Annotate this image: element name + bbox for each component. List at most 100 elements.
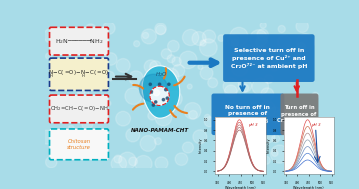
- FancyBboxPatch shape: [50, 95, 108, 123]
- Circle shape: [150, 87, 169, 105]
- Circle shape: [240, 84, 248, 92]
- Circle shape: [253, 134, 260, 140]
- Circle shape: [242, 45, 257, 59]
- Circle shape: [225, 157, 234, 166]
- Circle shape: [60, 106, 67, 112]
- Circle shape: [312, 92, 318, 99]
- Circle shape: [232, 60, 248, 76]
- Circle shape: [165, 88, 167, 91]
- Circle shape: [228, 35, 239, 46]
- Circle shape: [189, 111, 197, 119]
- Circle shape: [79, 87, 89, 97]
- Text: pH 3: pH 3: [248, 123, 258, 127]
- Circle shape: [140, 136, 156, 151]
- Circle shape: [202, 30, 216, 43]
- Circle shape: [119, 152, 136, 169]
- Circle shape: [125, 88, 142, 105]
- Circle shape: [193, 130, 207, 144]
- Circle shape: [155, 23, 166, 34]
- Circle shape: [280, 54, 285, 59]
- Circle shape: [250, 139, 256, 145]
- Circle shape: [256, 46, 267, 57]
- Circle shape: [144, 60, 158, 73]
- Circle shape: [95, 61, 108, 74]
- Circle shape: [252, 109, 264, 121]
- Circle shape: [114, 155, 122, 163]
- Circle shape: [257, 29, 269, 40]
- Circle shape: [230, 27, 248, 46]
- Circle shape: [231, 39, 238, 47]
- Circle shape: [166, 97, 168, 99]
- Circle shape: [66, 149, 77, 160]
- Circle shape: [278, 35, 291, 48]
- Circle shape: [155, 157, 168, 170]
- Circle shape: [272, 135, 280, 143]
- Circle shape: [85, 37, 90, 42]
- Text: NANO-PAMAM-CHT: NANO-PAMAM-CHT: [131, 128, 188, 133]
- Circle shape: [260, 101, 275, 117]
- Circle shape: [158, 83, 161, 85]
- Circle shape: [204, 117, 214, 127]
- Circle shape: [86, 101, 103, 118]
- Circle shape: [144, 87, 151, 95]
- Circle shape: [92, 60, 107, 76]
- Circle shape: [116, 59, 130, 72]
- Circle shape: [77, 88, 85, 96]
- Circle shape: [44, 29, 59, 43]
- Text: Chitosan
structure: Chitosan structure: [67, 139, 91, 150]
- Circle shape: [167, 55, 175, 63]
- Circle shape: [103, 22, 115, 34]
- Circle shape: [87, 140, 102, 155]
- Circle shape: [200, 40, 206, 46]
- Circle shape: [218, 35, 225, 41]
- Circle shape: [265, 75, 273, 83]
- Circle shape: [56, 154, 62, 160]
- Circle shape: [313, 145, 328, 160]
- Circle shape: [262, 156, 270, 164]
- Circle shape: [180, 51, 197, 69]
- Circle shape: [116, 111, 131, 126]
- Circle shape: [105, 71, 115, 81]
- Circle shape: [250, 30, 267, 47]
- FancyBboxPatch shape: [280, 94, 318, 135]
- Circle shape: [46, 53, 52, 59]
- Text: Turn off in
presence of
Cr₂O⁷²⁻ at pH 3: Turn off in presence of Cr₂O⁷²⁻ at pH 3: [277, 105, 321, 123]
- X-axis label: Wavelength (nm): Wavelength (nm): [225, 186, 256, 189]
- Circle shape: [175, 153, 188, 165]
- Circle shape: [172, 57, 181, 66]
- Text: pH 3: pH 3: [311, 123, 321, 127]
- FancyBboxPatch shape: [211, 94, 284, 135]
- Circle shape: [153, 90, 159, 96]
- Circle shape: [236, 131, 247, 142]
- Circle shape: [76, 140, 83, 147]
- Circle shape: [223, 78, 239, 94]
- Circle shape: [305, 148, 320, 162]
- Circle shape: [162, 98, 165, 101]
- Circle shape: [57, 45, 63, 51]
- Circle shape: [129, 71, 143, 85]
- Circle shape: [161, 49, 172, 59]
- X-axis label: Wavelength (nm): Wavelength (nm): [293, 186, 324, 189]
- Circle shape: [205, 114, 210, 120]
- Text: $\mathsf{\underset{H}{N}\!-\!C(=\!O)\!-\!\underset{H}{N}\!-\!C(=\!O)}$: $\mathsf{\underset{H}{N}\!-\!C(=\!O)\!-\…: [48, 68, 109, 80]
- Circle shape: [40, 130, 54, 144]
- Circle shape: [297, 43, 306, 51]
- Circle shape: [162, 68, 179, 85]
- Circle shape: [104, 53, 117, 65]
- Text: $\mathsf{CH_2\!=\!CH\!-\!C(=\!O)\!-\!NH}$: $\mathsf{CH_2\!=\!CH\!-\!C(=\!O)\!-\!NH}…: [50, 104, 108, 113]
- Circle shape: [270, 145, 289, 163]
- Circle shape: [154, 138, 162, 145]
- Circle shape: [261, 88, 274, 101]
- Circle shape: [271, 64, 278, 71]
- Circle shape: [234, 104, 242, 111]
- FancyBboxPatch shape: [50, 129, 108, 160]
- Circle shape: [167, 91, 182, 106]
- Y-axis label: Intensity: Intensity: [267, 138, 271, 153]
- Circle shape: [187, 84, 192, 89]
- Circle shape: [200, 67, 213, 80]
- Circle shape: [261, 119, 276, 134]
- Text: No turn off in
presence of
Cu²⁺ at pH 3: No turn off in presence of Cu²⁺ at pH 3: [225, 105, 270, 124]
- Text: Selective turn off in
presence of Cu²⁺ and
Cr₂O⁷²⁻ at ambient pH: Selective turn off in presence of Cu²⁺ a…: [230, 48, 307, 69]
- Circle shape: [198, 64, 203, 69]
- Circle shape: [129, 157, 137, 166]
